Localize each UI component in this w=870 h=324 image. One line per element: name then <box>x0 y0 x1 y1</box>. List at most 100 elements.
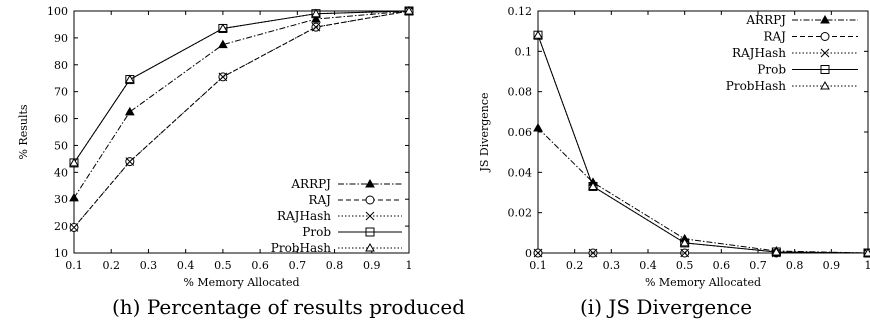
legend-marker <box>820 80 830 90</box>
x-axis-label: % Memory Allocated <box>645 276 761 289</box>
legend-marker <box>820 65 830 74</box>
legend-marker <box>365 227 375 237</box>
legend-marker <box>365 195 375 205</box>
series-line <box>73 10 410 164</box>
x-tick-label: 1 <box>406 259 413 272</box>
series-prob <box>69 6 414 168</box>
legend-marker <box>365 211 375 221</box>
data-point <box>124 106 135 116</box>
data-point <box>124 74 135 84</box>
plot-frame <box>73 10 410 254</box>
x-tick-label: 0.7 <box>289 259 307 272</box>
x-tick-label: 0.8 <box>786 259 804 272</box>
legend-label: ARRPJ <box>745 13 786 27</box>
data-point <box>533 30 543 39</box>
series-raj <box>69 6 414 232</box>
series-line <box>73 10 410 199</box>
series-line <box>73 10 410 164</box>
data-point <box>311 8 321 18</box>
legend-label: Prob <box>757 63 786 77</box>
legend-marker <box>365 178 375 188</box>
x-tick-label: 0.1 <box>65 259 83 272</box>
x-tick-label: 0.9 <box>823 259 841 272</box>
legend: ARRPJ RAJ RAJHash Prob ProbHash <box>271 177 402 255</box>
x-tick-label: 0.6 <box>713 259 731 272</box>
caption-right: (i) JS Divergence <box>580 295 753 319</box>
legend-marker <box>820 48 830 58</box>
legend-marker <box>365 242 375 252</box>
x-tick-label: 0.8 <box>326 259 344 272</box>
legend-label: ProbHash <box>726 79 786 93</box>
y-tick-label: 0.02 <box>508 207 533 220</box>
x-tick-label: 0.1 <box>529 259 547 272</box>
y-tick-label: 10 <box>54 247 68 260</box>
x-axis-label: % Memory Allocated <box>183 276 299 289</box>
chart-panel-1: 0.1 0.2 0.3 0.4 0.5 0.6 0.7 0.8 0.9 1 0 0.02 0.04 0.0… <box>478 5 870 289</box>
y-tick-label: 40 <box>54 166 68 179</box>
data-point <box>125 157 135 166</box>
y-tick-label: 100 <box>47 5 68 18</box>
series-rajhash <box>69 6 414 232</box>
plot-frame <box>537 10 869 254</box>
data-point <box>680 248 690 258</box>
x-tick-label: 0.4 <box>639 259 657 272</box>
chart-panel-0: 0.1 0.2 0.3 0.4 0.5 0.6 0.7 0.8 0.9 1 10 20 30 40 50 60… <box>17 5 414 289</box>
x-tick-label: 0.2 <box>102 259 120 272</box>
data-point <box>69 157 79 167</box>
y-tick-label: 0.1 <box>515 45 533 58</box>
legend: ARRPJ RAJ RAJHash Prob ProbHash <box>726 13 858 93</box>
series-line <box>537 127 869 254</box>
y-tick-label: 0.04 <box>508 166 533 179</box>
caption-left: (h) Percentage of results produced <box>112 295 465 319</box>
y-tick-label: 60 <box>54 113 68 126</box>
x-tick-label: 0.2 <box>566 259 584 272</box>
x-tick-label: 0.5 <box>676 259 694 272</box>
data-point <box>533 248 543 258</box>
series-line <box>73 10 410 228</box>
series-line <box>537 35 869 254</box>
y-tick-label: 20 <box>54 220 68 233</box>
series-probhash <box>533 30 870 257</box>
y-tick-label: 0 <box>525 247 532 260</box>
data-point <box>311 14 321 23</box>
legend-label: RAJHash <box>732 46 786 60</box>
legend-label: ARRPJ <box>290 177 331 191</box>
y-tick-label: 30 <box>54 193 68 206</box>
legend-marker <box>820 14 830 24</box>
data-point <box>218 23 228 32</box>
series-prob <box>533 30 870 258</box>
data-point <box>69 192 79 202</box>
legend-label: RAJ <box>308 193 331 207</box>
y-tick-label: 0.12 <box>508 5 533 18</box>
legend-label: Prob <box>302 225 331 239</box>
x-tick-label: 1 <box>865 259 870 272</box>
data-point <box>588 181 598 190</box>
y-tick-label: 90 <box>54 32 68 45</box>
x-tick-label: 0.3 <box>603 259 621 272</box>
legend-label: RAJHash <box>277 209 331 223</box>
y-tick-label: 50 <box>54 139 68 152</box>
y-axis-label: JS Divergence <box>478 92 491 172</box>
data-point <box>863 247 870 257</box>
data-point <box>311 22 321 32</box>
series-arrpj <box>533 122 870 257</box>
x-tick-label: 0.4 <box>177 259 195 272</box>
y-tick-label: 80 <box>54 59 68 72</box>
data-point <box>218 39 228 49</box>
x-tick-label: 0.9 <box>363 259 381 272</box>
legend-label: ProbHash <box>271 241 331 255</box>
series-probhash <box>69 5 414 167</box>
data-point <box>533 122 543 132</box>
x-tick-label: 0.6 <box>251 259 269 272</box>
data-point <box>771 246 782 256</box>
data-point <box>588 248 598 258</box>
y-tick-label: 0.06 <box>508 126 533 139</box>
y-tick-label: 70 <box>54 86 68 99</box>
data-point <box>69 223 79 232</box>
data-point <box>404 5 414 15</box>
data-point <box>218 72 228 82</box>
legend-label: RAJ <box>763 30 786 44</box>
y-tick-label: 0.08 <box>508 86 533 99</box>
series-line <box>537 35 869 254</box>
